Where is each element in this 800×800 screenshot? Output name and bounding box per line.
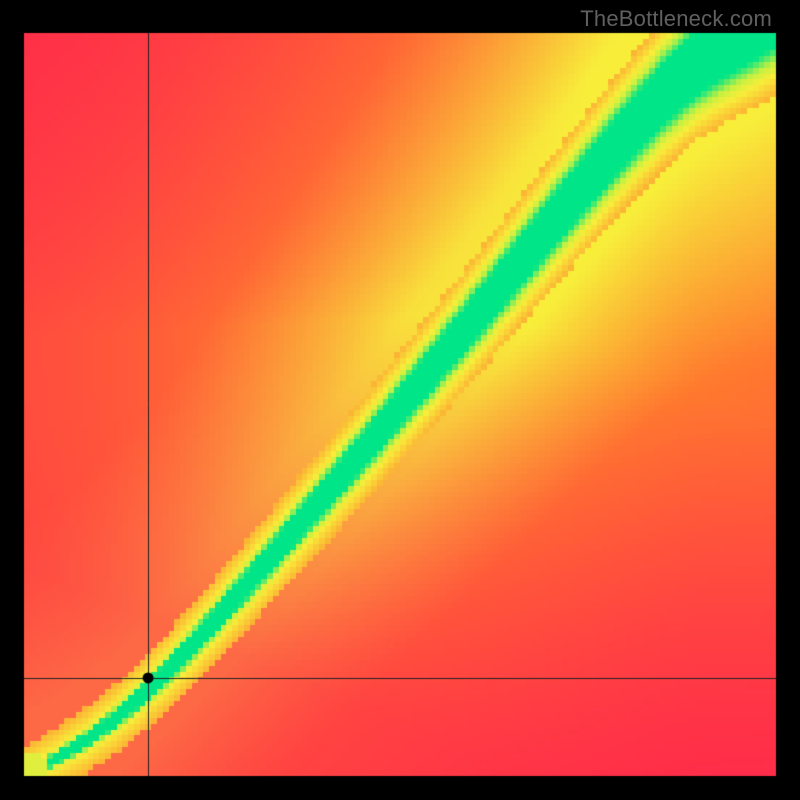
watermark-text: TheBottleneck.com bbox=[580, 6, 772, 32]
bottleneck-heatmap bbox=[0, 0, 800, 800]
